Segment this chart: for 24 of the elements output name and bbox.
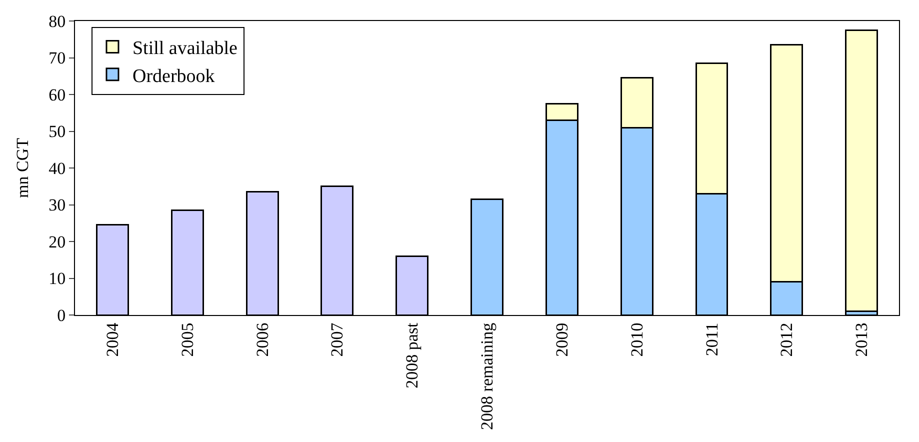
legend-label: Orderbook — [132, 66, 216, 87]
x-tick-label: 2006 — [252, 322, 272, 357]
legend-label: Still available — [132, 38, 238, 60]
x-tick-label: 2010 — [627, 322, 646, 357]
y-tick-label: 70 — [48, 48, 66, 68]
y-tick-label: 30 — [48, 196, 66, 215]
y-tick-label: 60 — [48, 85, 66, 104]
x-tick-label: 2013 — [852, 322, 872, 357]
bar — [845, 29, 878, 312]
x-tick-label: 2007 — [328, 322, 347, 357]
x-tick-label: 2009 — [552, 322, 572, 357]
x-tick-label: 2004 — [102, 322, 122, 357]
x-tick-label: 2011 — [702, 322, 722, 356]
y-tick-label: 80 — [48, 12, 66, 31]
x-tick-label: 2005 — [178, 322, 197, 357]
y-tick-label: 20 — [48, 232, 66, 252]
x-tick-label: 2008 past — [402, 322, 422, 388]
y-axis-title: mn CGT — [13, 137, 32, 198]
y-tick-label: 40 — [48, 158, 66, 178]
y-tick-label: 50 — [48, 122, 66, 142]
y-tick-label: 0 — [57, 306, 66, 325]
x-tick-label: 2008 remaining — [478, 322, 497, 430]
x-tick-label: 2012 — [777, 322, 796, 357]
y-tick-label: 10 — [48, 269, 66, 288]
